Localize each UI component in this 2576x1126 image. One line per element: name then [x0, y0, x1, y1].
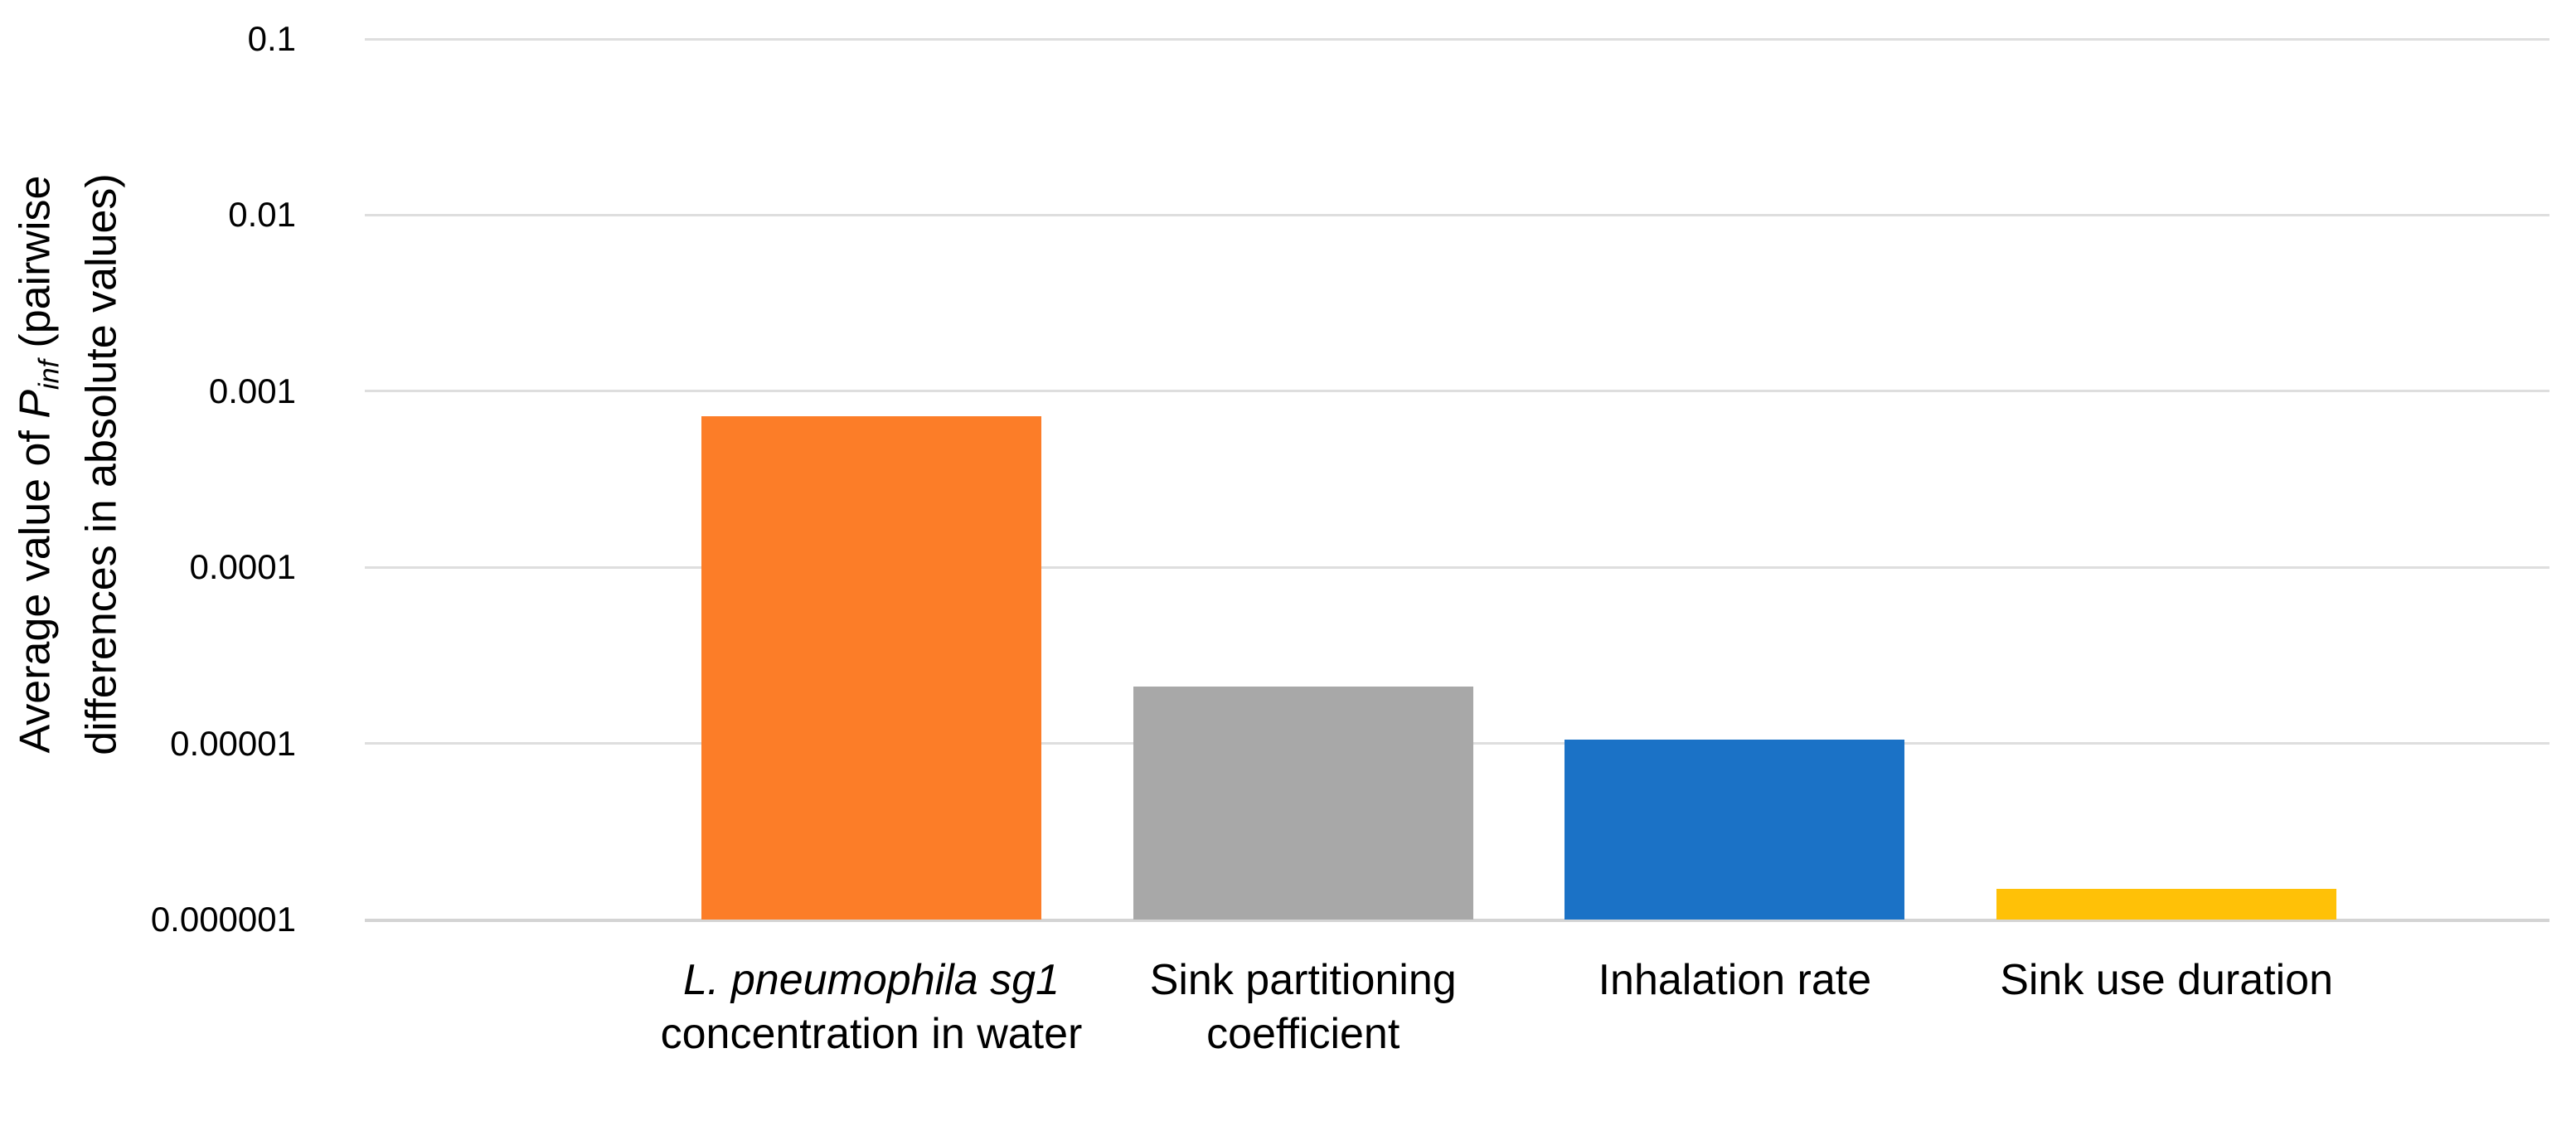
gridline	[365, 37, 2549, 41]
y-axis-title-prefix: Average value of	[11, 418, 60, 754]
gridline	[365, 390, 2549, 393]
y-tick-label: 0.00001	[170, 723, 296, 763]
gridline	[365, 213, 2549, 216]
x-category-label-italic-part: L. pneumophila sg1	[683, 956, 1060, 1004]
x-category-label: L. pneumophila sg1 concentration in wate…	[660, 956, 1083, 1058]
bar	[1565, 740, 1905, 920]
y-tick-label: 0.01	[228, 195, 296, 235]
y-tick-label: 0.0001	[189, 547, 296, 587]
gridline	[365, 565, 2549, 569]
y-tick-label: 0.001	[208, 371, 296, 410]
x-category-label: Inhalation rate	[1598, 956, 1872, 1004]
y-axis-title-line2: differences in absolute values)	[77, 173, 126, 755]
bar	[1996, 888, 2337, 920]
y-axis-title: Average value of Pinf (pairwise differenc…	[9, 0, 128, 941]
y-tick-label: 0.000001	[150, 900, 296, 939]
x-category-label: Sink partitioning coefficient	[1149, 956, 1457, 1058]
x-category-label: Sink use duration	[2000, 956, 2333, 1004]
y-tick-label: 0.1	[247, 19, 296, 58]
bar	[701, 416, 1041, 920]
x-axis-line	[365, 918, 2549, 922]
bar	[1133, 687, 1473, 920]
